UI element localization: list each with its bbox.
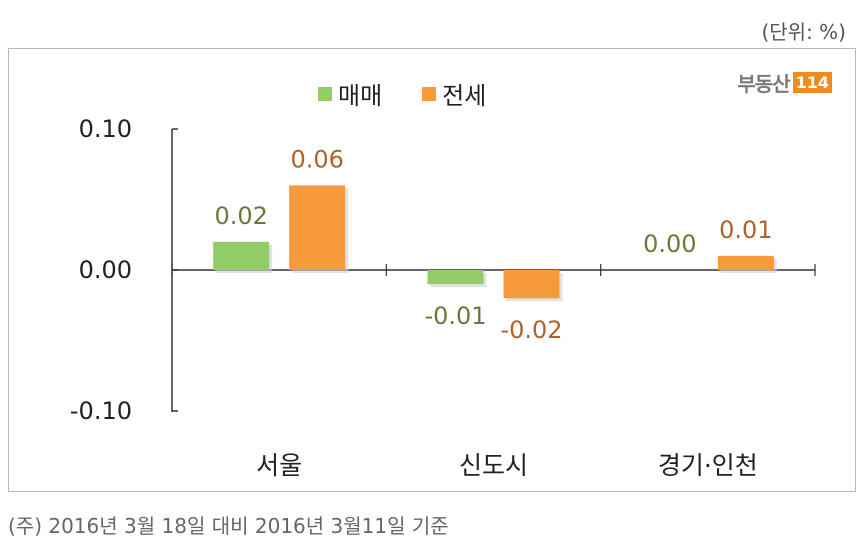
logo-number: 114: [792, 72, 832, 93]
legend: 매매 전세: [318, 76, 486, 111]
footnote: (주) 2016년 3월 18일 대비 2016년 3월11일 기준: [8, 514, 449, 538]
x-category-label: 경기·인천: [658, 451, 758, 480]
bar-lease: [289, 185, 346, 270]
legend-label-sale: 매매: [338, 82, 383, 110]
bar-sale: [427, 270, 484, 285]
y-tick-label: 0.10: [79, 115, 132, 143]
legend-swatch-lease: [422, 86, 437, 101]
bar-sale: [213, 241, 270, 270]
unit-label: (단위: %): [761, 20, 846, 44]
legend-item-sale: 매매: [318, 76, 382, 111]
data-label: 0.01: [719, 216, 772, 244]
bar-lease: [717, 255, 774, 270]
logo-text: 부동산: [737, 72, 790, 96]
y-tick-label: -0.10: [70, 397, 132, 425]
bar-lease: [503, 270, 560, 299]
legend-swatch-sale: [318, 86, 332, 101]
data-label: 0.00: [643, 230, 696, 258]
data-label: -0.02: [500, 316, 562, 344]
x-category-label: 신도시: [459, 451, 528, 480]
legend-item-lease: 전세: [422, 76, 486, 111]
data-label: 0.06: [290, 145, 343, 173]
y-tick-label: 0.00: [79, 256, 132, 284]
data-label: -0.01: [424, 302, 486, 330]
brand-logo: 부동산 114: [737, 68, 832, 97]
legend-label-lease: 전세: [442, 82, 487, 110]
data-label: 0.02: [214, 202, 267, 230]
x-category-label: 서울: [256, 451, 302, 480]
